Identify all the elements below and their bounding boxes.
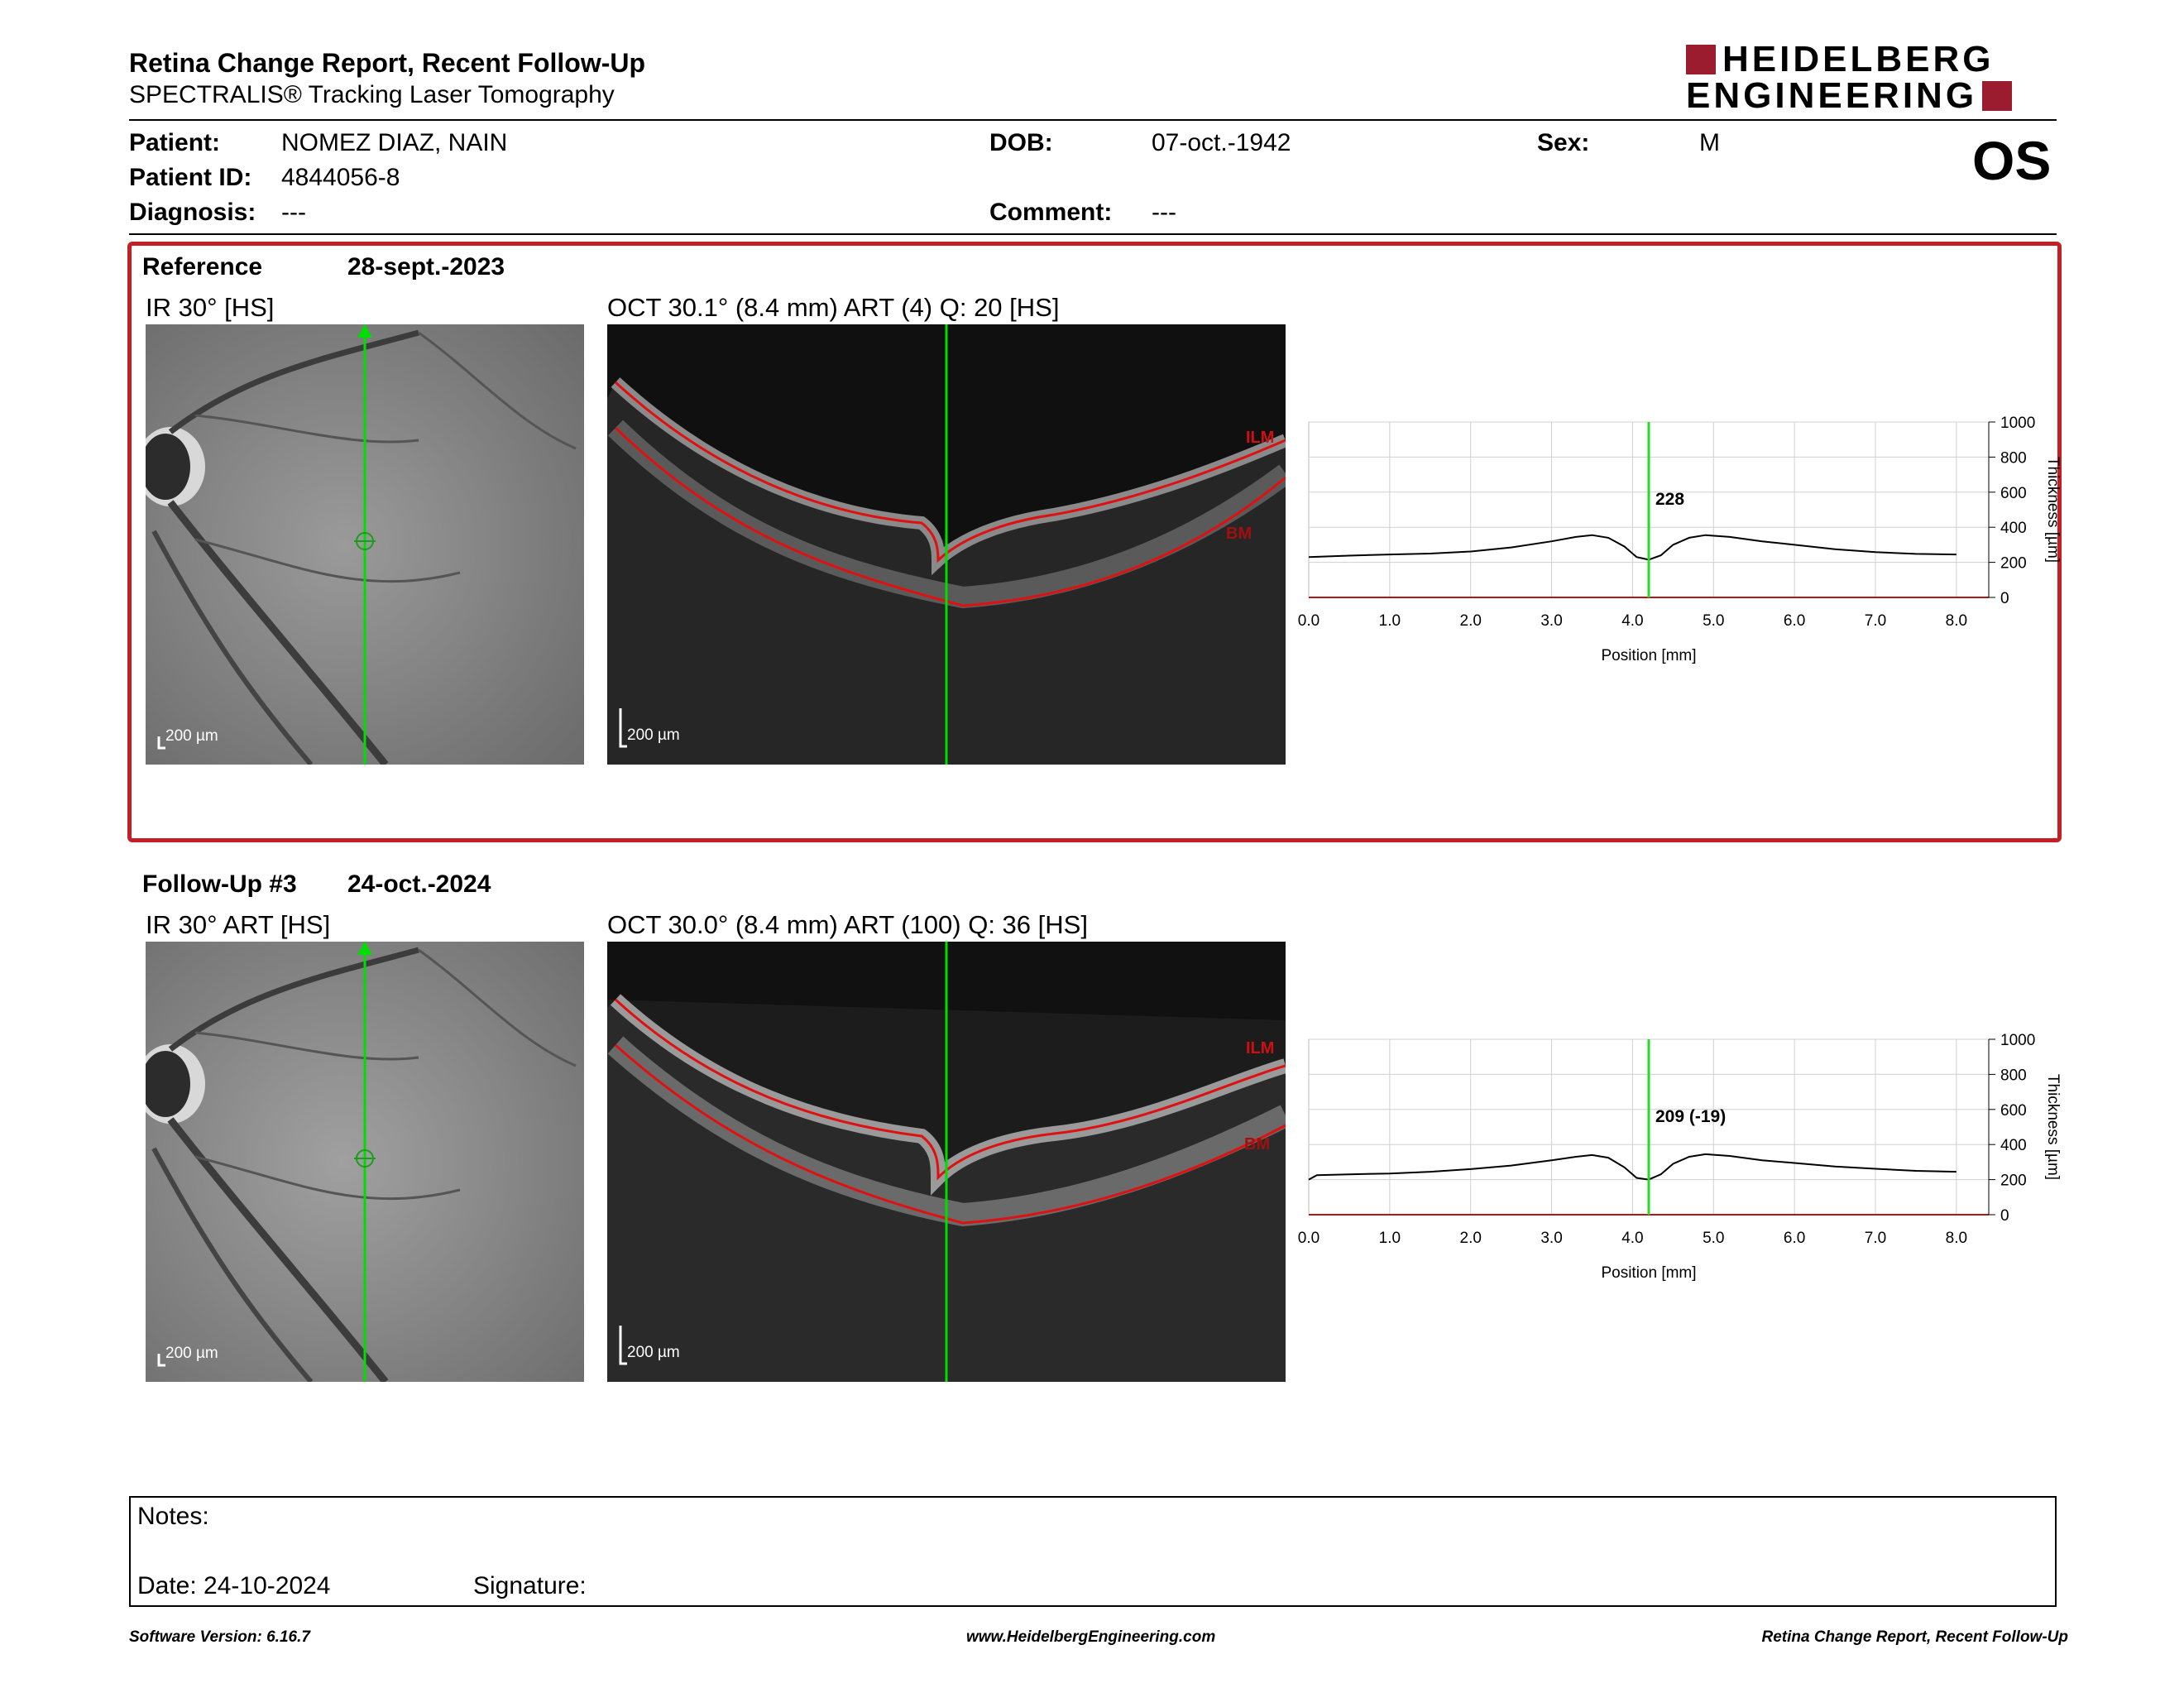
logo-square-icon: [1686, 45, 1716, 74]
followup-x-tick-label: 8.0: [1946, 1230, 1967, 1247]
followup-y-tick-label: 200: [2000, 1172, 2027, 1190]
reference-oct-image[interactable]: ILM BM 200 µm: [607, 324, 1286, 765]
followup-x-tick-label: 1.0: [1379, 1230, 1401, 1247]
followup-oct-image[interactable]: ILM BM 200 µm: [607, 942, 1286, 1382]
followup-x-tick-label: 3.0: [1540, 1230, 1562, 1247]
reference-ir-caption: IR 30° [HS]: [146, 293, 275, 322]
reference-y-axis-label: Thickness [µm]: [2044, 457, 2062, 563]
comment-value: ---: [1152, 199, 1176, 226]
followup-y-axis-label: Thickness [µm]: [2044, 1074, 2062, 1180]
eye-indicator: OS: [1972, 130, 2052, 191]
patient-label: Patient:: [129, 129, 221, 156]
followup-ir-scale: 200 µm: [165, 1345, 218, 1362]
followup-thickness-value: 209 (-19): [1655, 1107, 1726, 1126]
followup-y-tick-label: 1000: [2000, 1032, 2035, 1049]
notes-date: Date: 24-10-2024: [137, 1572, 331, 1599]
software-version: Software Version: 6.16.7: [129, 1628, 310, 1646]
followup-y-tick-label: 600: [2000, 1102, 2027, 1120]
followup-x-tick-label: 2.0: [1460, 1230, 1482, 1247]
dob-label: DOB:: [989, 129, 1053, 156]
reference-x-tick-label: 1.0: [1379, 612, 1401, 630]
diagnosis-value: ---: [281, 199, 306, 226]
followup-date: 24-oct.-2024: [347, 870, 491, 898]
reference-thickness-line: [1308, 534, 1956, 561]
sex-label: Sex:: [1537, 129, 1590, 156]
reference-x-tick-label: 4.0: [1621, 612, 1643, 630]
reference-thickness-value: 228: [1655, 490, 1684, 509]
followup-x-tick-label: 0.0: [1298, 1230, 1320, 1247]
followup-label: Follow-Up #3: [142, 870, 297, 898]
followup-y-tick-label: 0: [2000, 1207, 2009, 1225]
reference-ir-image[interactable]: 200 µm: [146, 324, 584, 765]
reference-x-tick-label: 5.0: [1703, 612, 1724, 630]
footer-report-name: Retina Change Report, Recent Follow-Up: [1761, 1628, 2068, 1646]
header-divider: [129, 119, 2057, 121]
reference-y-tick-label: 1000: [2000, 415, 2035, 432]
signature-label: Signature:: [473, 1572, 587, 1599]
followup-thickness-line: [1308, 1153, 1956, 1181]
sex-value: M: [1699, 129, 1720, 156]
reference-y-tick-label: 0: [2000, 590, 2009, 607]
comment-label: Comment:: [989, 199, 1113, 226]
reference-thickness-chart: 0 200 400 600 800 1000 0.0 1.0 2.0 3.0 4.0 5.0 6.0 7.…: [1298, 415, 2062, 664]
reference-y-tick-label: 200: [2000, 555, 2027, 573]
reference-ilm-label: ILM: [1246, 429, 1275, 447]
reference-oct-scale: 200 µm: [627, 727, 680, 744]
reference-bm-label: BM: [1226, 525, 1252, 543]
diagnosis-label: Diagnosis:: [129, 199, 256, 226]
reference-x-tick-label: 2.0: [1460, 612, 1482, 630]
followup-x-tick-label: 7.0: [1865, 1230, 1886, 1247]
followup-ir-image[interactable]: 200 µm: [146, 942, 584, 1382]
followup-x-tick-label: 4.0: [1621, 1230, 1643, 1247]
followup-oct-scale: 200 µm: [627, 1344, 680, 1361]
reference-y-tick-label: 800: [2000, 449, 2027, 467]
report-subtitle: SPECTRALIS® Tracking Laser Tomography: [129, 81, 615, 108]
patient-divider: [129, 233, 2057, 235]
followup-ilm-label: ILM: [1246, 1039, 1275, 1057]
followup-oct-caption: OCT 30.0° (8.4 mm) ART (100) Q: 36 [HS]: [607, 910, 1088, 939]
report-title: Retina Change Report, Recent Follow-Up: [129, 48, 646, 78]
reference-oct-caption: OCT 30.1° (8.4 mm) ART (4) Q: 20 [HS]: [607, 293, 1060, 322]
company-logo: HEIDELBERG ENGINEERING: [1686, 41, 2060, 114]
reference-x-axis-label: Position [mm]: [1601, 647, 1696, 664]
notes-box: Notes: Date: 24-10-2024 Signature:: [129, 1496, 2057, 1607]
reference-y-tick-label: 600: [2000, 485, 2027, 502]
patient-id: 4844056-8: [281, 164, 400, 191]
patient-id-label: Patient ID:: [129, 164, 252, 191]
followup-bm-label: BM: [1244, 1135, 1271, 1153]
reference-x-tick-label: 7.0: [1865, 612, 1886, 630]
followup-x-tick-label: 6.0: [1784, 1230, 1805, 1247]
reference-x-tick-label: 3.0: [1540, 612, 1562, 630]
logo-square-icon: [1982, 81, 2013, 111]
followup-thickness-chart: 0 200 400 600 800 1000 0.0 1.0 2.0 3.0 4.0 5.0 6.0 7.…: [1298, 1032, 2062, 1282]
followup-ir-caption: IR 30° ART [HS]: [146, 910, 331, 939]
reference-x-tick-label: 8.0: [1946, 612, 1967, 630]
followup-x-tick-label: 5.0: [1703, 1230, 1724, 1247]
dob-value: 07-oct.-1942: [1152, 129, 1291, 156]
reference-x-tick-label: 0.0: [1298, 612, 1320, 630]
followup-x-axis-label: Position [mm]: [1601, 1264, 1696, 1282]
followup-y-tick-label: 800: [2000, 1067, 2027, 1084]
reference-y-tick-label: 400: [2000, 520, 2027, 537]
reference-ir-scale: 200 µm: [165, 727, 218, 745]
reference-frame: [127, 242, 2062, 842]
reference-label: Reference: [142, 253, 263, 281]
reference-date: 28-sept.-2023: [347, 253, 505, 281]
reference-x-tick-label: 6.0: [1784, 612, 1805, 630]
followup-y-tick-label: 400: [2000, 1137, 2027, 1154]
patient-name: NOMEZ DIAZ, NAIN: [281, 129, 508, 156]
notes-label: Notes:: [137, 1503, 209, 1530]
website-link[interactable]: www.HeidelbergEngineering.com: [966, 1628, 1216, 1646]
